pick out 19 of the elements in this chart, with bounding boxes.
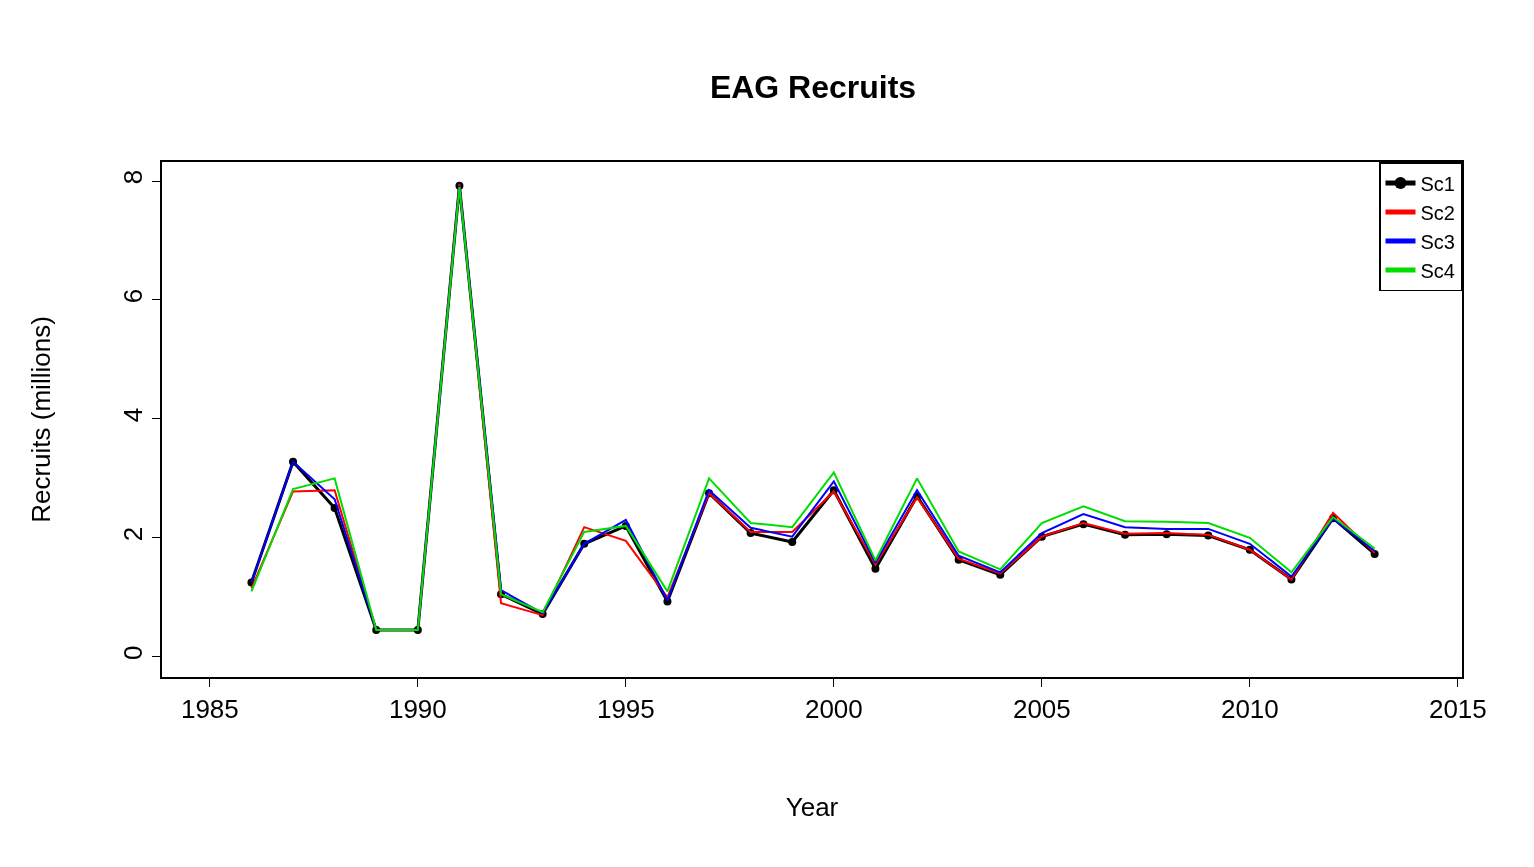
y-tick-label: 8 xyxy=(117,169,148,185)
legend-label: Sc3 xyxy=(1420,230,1455,253)
y-tick-label: 6 xyxy=(117,288,148,304)
x-axis-title: Year xyxy=(785,792,839,823)
chart-title: EAG Recruits xyxy=(709,68,917,105)
legend-label: Sc4 xyxy=(1420,259,1455,282)
x-tick-label: 2015 xyxy=(1428,693,1487,724)
y-tick-label: 0 xyxy=(117,645,148,661)
x-tick-label: 1985 xyxy=(180,693,239,724)
x-tick-label: 2005 xyxy=(1012,693,1071,724)
y-tick-label: 2 xyxy=(117,526,148,542)
y-tick-label: 4 xyxy=(117,407,148,423)
x-tick-label: 2010 xyxy=(1220,693,1279,724)
legend-label: Sc1 xyxy=(1420,172,1455,195)
x-tick-label: 2000 xyxy=(804,693,863,724)
x-tick-label: 1995 xyxy=(596,693,655,724)
x-tick-label: 1990 xyxy=(388,693,447,724)
y-axis-title: Recruits (millions) xyxy=(25,316,56,523)
legend-label: Sc2 xyxy=(1420,201,1455,224)
